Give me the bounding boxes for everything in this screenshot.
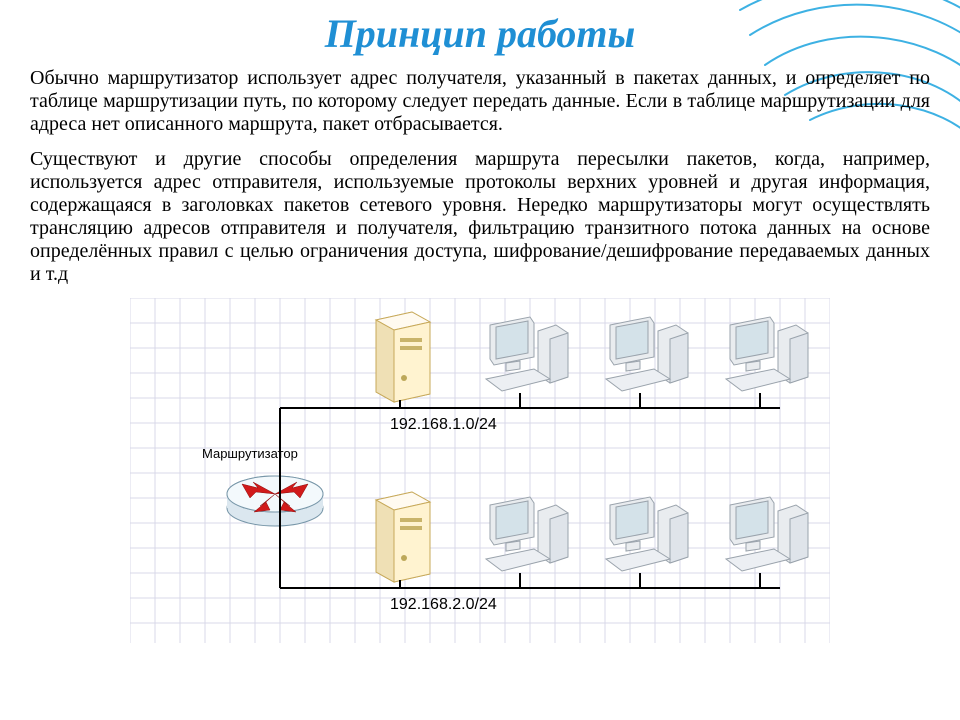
paragraph: Существуют и другие способы определения … <box>30 148 930 286</box>
slide-title: Принцип работы <box>0 0 960 57</box>
drop-line <box>519 573 521 588</box>
paragraph: Обычно маршрутизатор использует адрес по… <box>30 67 930 136</box>
network-diagram: 192.168.1.0/24 192.168.2.0/24 Маршрутизат… <box>130 298 830 643</box>
workstation-icon <box>720 493 820 588</box>
workstation-icon <box>600 313 700 408</box>
drop-line <box>639 393 641 408</box>
router-label: Маршрутизатор <box>202 446 298 461</box>
bus-line <box>280 407 780 409</box>
drop-line <box>639 573 641 588</box>
drop-line <box>519 393 521 408</box>
drop-line <box>399 580 401 588</box>
drop-line <box>759 573 761 588</box>
body-text: Обычно маршрутизатор использует адрес по… <box>0 57 960 286</box>
router-icon <box>220 458 330 543</box>
workstation-icon <box>480 313 580 408</box>
server-icon <box>360 488 440 593</box>
bus-line <box>280 587 780 589</box>
workstation-icon <box>480 493 580 588</box>
drop-line <box>759 393 761 408</box>
server-icon <box>360 308 440 413</box>
drop-line <box>399 400 401 408</box>
network-label: 192.168.1.0/24 <box>390 416 497 434</box>
drop-line <box>279 408 281 588</box>
workstation-icon <box>720 313 820 408</box>
network-label: 192.168.2.0/24 <box>390 596 497 614</box>
workstation-icon <box>600 493 700 588</box>
